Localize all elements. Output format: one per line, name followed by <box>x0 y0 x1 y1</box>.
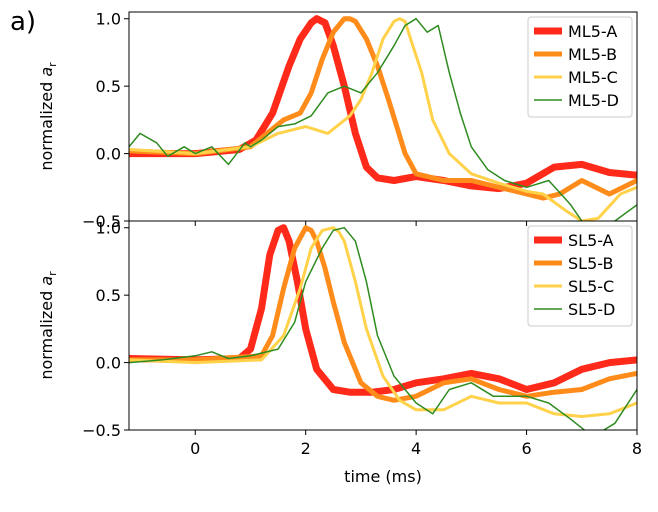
series-line-ml5-b <box>129 16 637 201</box>
x-tick-label: 6 <box>521 439 531 458</box>
legend-label-ml5-c: ML5-C <box>568 68 618 87</box>
series-line-ml5-d <box>129 17 637 221</box>
bottom-panel: −0.5 0.0 0.5 1.0 0 2 4 6 8 normalized ar time (ms)… <box>37 219 642 486</box>
x-tick-label: 2 <box>301 439 311 458</box>
legend-box <box>527 16 633 118</box>
series-line-ml5-c <box>129 17 637 221</box>
y-tick-label: 1.0 <box>96 10 121 29</box>
legend-label-sl5-b: SL5-B <box>568 254 613 273</box>
legend: SL5-A SL5-B SL5-C SL5-D <box>527 225 633 327</box>
legend-box <box>527 225 633 327</box>
y-tick-label: 0.0 <box>96 145 121 164</box>
series-line-ml5-a <box>129 15 637 193</box>
y-tick-label: −0.5 <box>82 421 121 440</box>
series-line-sl5-c <box>129 226 637 418</box>
y-tick-label: 0.5 <box>96 286 121 305</box>
series-line-sl5-d <box>129 226 637 430</box>
y-tick-label: −0.5 <box>82 212 121 231</box>
plot-area <box>129 224 637 430</box>
series-line-sl5-b <box>129 225 637 403</box>
x-tick-label: 0 <box>190 439 200 458</box>
y-tick-label: 0.5 <box>96 77 121 96</box>
y-tick-label: 0.0 <box>96 354 121 373</box>
axes-frame <box>128 220 638 431</box>
x-tick-label: 8 <box>632 439 642 458</box>
series-line-sl5-a <box>129 224 637 396</box>
x-axis-label: time (ms) <box>344 467 422 486</box>
y-axis-label: normalized ar <box>37 271 59 380</box>
legend-label-ml5-d: ML5-D <box>568 91 619 110</box>
legend-label-sl5-c: SL5-C <box>568 277 614 296</box>
legend: ML5-A ML5-B ML5-C ML5-D <box>527 16 633 118</box>
legend-label-sl5-a: SL5-A <box>568 231 614 250</box>
y-axis-label: normalized ar <box>37 62 59 171</box>
x-tick-label: 4 <box>411 439 421 458</box>
plot-area <box>129 15 637 221</box>
y-tick-label: 1.0 <box>96 219 121 238</box>
legend-label-sl5-d: SL5-D <box>568 300 615 319</box>
figure-label: a) <box>10 7 36 37</box>
legend-label-ml5-b: ML5-B <box>568 45 617 64</box>
legend-label-ml5-a: ML5-A <box>568 22 617 41</box>
